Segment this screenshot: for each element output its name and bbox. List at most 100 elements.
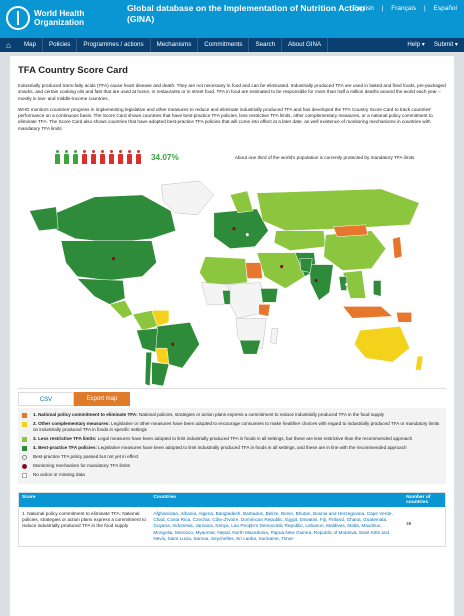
map-egypt: [245, 262, 263, 279]
person-icon: [55, 150, 60, 165]
person-icon: [82, 150, 87, 165]
home-icon[interactable]: ⌂: [6, 40, 11, 50]
map-thailand: [338, 276, 347, 291]
map-new-zealand: [415, 355, 424, 371]
legend-swatch: [22, 413, 27, 419]
world-map-svg[interactable]: [18, 173, 446, 389]
legend-text: No action or missing data: [33, 472, 85, 478]
map-legend: 1. National policy commitment to elimina…: [18, 408, 446, 485]
legend-description: Legal measures have been adopted to limi…: [96, 436, 413, 442]
legend-text: 3. Less restrictive TFA limits: Legal me…: [33, 436, 412, 442]
map-bolivia: [155, 348, 170, 365]
monitoring-marker: [232, 227, 236, 231]
nav-map[interactable]: Map: [18, 38, 44, 52]
main-nav: ⌂ Map Policies Programmes / actions Mech…: [0, 38, 464, 52]
legend-item: Best-practice TFA policy passed but not …: [22, 454, 442, 461]
protected-percent: 34.07%: [151, 152, 179, 162]
legend-item: 4. Best-practice TFA policies: Legislati…: [22, 445, 442, 452]
protected-note: About one third of the world's populatio…: [234, 154, 415, 160]
person-icon: [118, 150, 123, 165]
csv-button[interactable]: CSV: [18, 392, 74, 407]
map-south-africa: [239, 340, 261, 355]
map-greenland: [161, 180, 215, 216]
best-practice-pending-marker: [245, 232, 250, 237]
nav-about[interactable]: About GINA: [282, 38, 329, 52]
lang-french[interactable]: Français: [391, 5, 417, 12]
map-pakistan: [299, 258, 313, 273]
map-usa: [60, 240, 157, 281]
map-japan: [392, 236, 403, 259]
score-table: Score Countries Number of countries 1. N…: [18, 492, 446, 548]
page-title: TFA Country Score Card: [18, 65, 128, 76]
legend-label: 4. Best-practice TFA policies:: [33, 445, 97, 451]
map-argentina: [151, 361, 170, 387]
legend-text: Best-practice TFA policy passed but not …: [33, 454, 138, 460]
submit-menu[interactable]: Submit ▾: [433, 41, 458, 48]
map-peru: [136, 328, 158, 353]
map-venezuela: [151, 310, 170, 327]
lang-separator-1: |: [381, 5, 384, 12]
map-actions: CSV Export map: [18, 392, 446, 407]
site-header: World Health Organization Global databas…: [0, 0, 464, 38]
legend-swatch: [22, 437, 27, 443]
legend-text: 2. Other complementary measures: Legisla…: [33, 421, 442, 433]
person-icon: [73, 150, 78, 165]
nav-programmes[interactable]: Programmes / actions: [77, 38, 151, 52]
legend-label: 2. Other complementary measures:: [33, 421, 110, 427]
legend-swatch: [22, 464, 27, 470]
monitoring-marker: [171, 342, 175, 346]
map-ethiopia: [260, 288, 279, 303]
who-emblem-icon: [6, 6, 30, 30]
nav-search[interactable]: Search: [249, 38, 283, 52]
map-alaska: [29, 206, 59, 232]
legend-description: National policies, strategies or action …: [137, 412, 384, 418]
legend-text: Monitoring mechanism for mandatory TFA l…: [33, 463, 130, 469]
language-switcher: English | Français | Español: [347, 5, 457, 12]
legend-item: Monitoring mechanism for mandatory TFA l…: [22, 463, 442, 470]
map-india: [309, 264, 334, 301]
world-map[interactable]: [18, 173, 446, 390]
legend-description: Legislative measures have been adopted t…: [96, 445, 407, 451]
person-icon: [91, 150, 96, 165]
monitoring-paragraph: WHO monitors countries' progress in impl…: [18, 106, 433, 131]
monitoring-marker: [280, 265, 284, 269]
legend-description: Monitoring mechanism for mandatory TFA l…: [33, 463, 130, 469]
header-score: Score: [22, 495, 36, 501]
legend-swatch: [22, 455, 27, 461]
help-menu[interactable]: Help ▾: [407, 41, 425, 48]
nav-policies[interactable]: Policies: [43, 38, 78, 52]
person-icon: [109, 150, 114, 165]
legend-text: 1. National policy commitment to elimina…: [33, 412, 384, 418]
map-mongolia: [332, 224, 368, 238]
legend-label: 3. Less restrictive TFA limits:: [33, 436, 97, 442]
legend-swatch: [22, 446, 27, 452]
row-countries[interactable]: Afghanistan, Albania, Algeria, Banglades…: [153, 511, 393, 541]
map-north-africa: [199, 256, 248, 287]
map-china: [323, 230, 387, 271]
map-kazakhstan: [273, 230, 326, 251]
export-map-button[interactable]: Export map: [74, 392, 130, 407]
legend-description: Best-practice TFA policy passed but not …: [33, 454, 139, 460]
population-stat: 34.07% About one third of the world's po…: [18, 150, 446, 165]
map-chile: [144, 351, 153, 387]
nav-mechanisms[interactable]: Mechanisms: [151, 38, 199, 52]
map-australia: [354, 326, 410, 363]
map-central-africa: [229, 282, 265, 319]
lang-english[interactable]: English: [352, 5, 374, 12]
map-scandinavia: [229, 190, 254, 214]
legend-swatch: [22, 422, 27, 428]
main-content: TFA Country Score Card Industrially prod…: [10, 56, 454, 616]
legend-label: 1. National policy commitment to elimina…: [33, 412, 138, 418]
logo-line2: Organization: [34, 18, 85, 27]
legend-description: Legislative or other measures have been …: [33, 421, 440, 433]
population-icons: [55, 150, 141, 165]
map-middle-east: [256, 252, 305, 289]
map-canada: [54, 194, 176, 244]
legend-item: 3. Less restrictive TFA limits: Legal me…: [22, 436, 442, 443]
legend-item: 1. National policy commitment to elimina…: [22, 412, 442, 419]
logo-line1: World Health: [34, 9, 85, 18]
lang-spanish[interactable]: Español: [433, 5, 458, 12]
who-logo[interactable]: World Health Organization: [6, 6, 84, 30]
nav-commitments[interactable]: Commitments: [198, 38, 250, 52]
legend-text: 4. Best-practice TFA policies: Legislati…: [33, 445, 407, 451]
